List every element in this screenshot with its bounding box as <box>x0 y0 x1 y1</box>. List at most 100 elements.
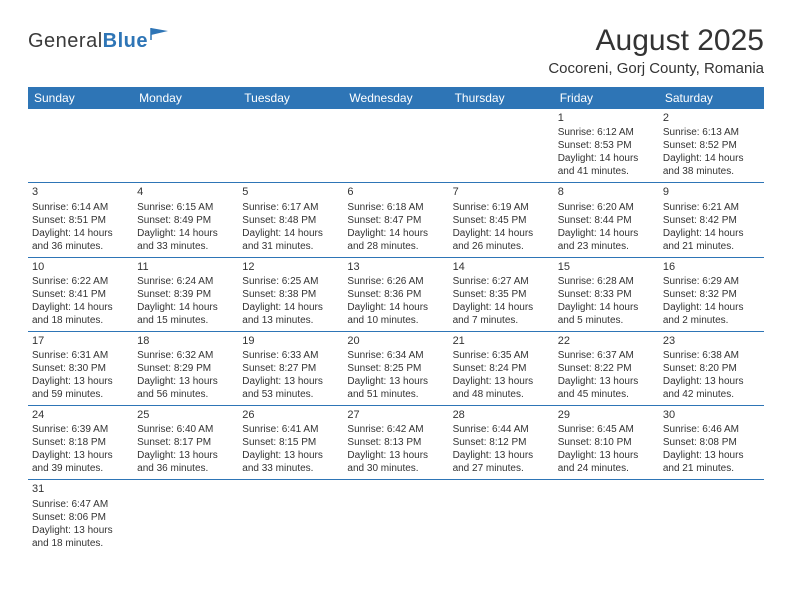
day-number: 8 <box>558 185 655 199</box>
sunrise-line: Sunrise: 6:41 AM <box>242 423 339 436</box>
daylight-line: Daylight: 13 hours and 21 minutes. <box>663 449 760 475</box>
daylight-line: Daylight: 14 hours and 7 minutes. <box>453 301 550 327</box>
calendar-cell: 9Sunrise: 6:21 AMSunset: 8:42 PMDaylight… <box>659 183 764 257</box>
calendar-cell <box>659 480 764 554</box>
flag-icon <box>150 26 172 47</box>
calendar-body: 1Sunrise: 6:12 AMSunset: 8:53 PMDaylight… <box>28 109 764 554</box>
daylight-line: Daylight: 14 hours and 10 minutes. <box>347 301 444 327</box>
day-number: 15 <box>558 260 655 274</box>
sunrise-line: Sunrise: 6:37 AM <box>558 349 655 362</box>
sunrise-line: Sunrise: 6:18 AM <box>347 201 444 214</box>
sunset-line: Sunset: 8:13 PM <box>347 436 444 449</box>
day-number: 31 <box>32 482 129 496</box>
calendar-cell <box>554 480 659 554</box>
calendar-row: 31Sunrise: 6:47 AMSunset: 8:06 PMDayligh… <box>28 480 764 554</box>
calendar-cell: 25Sunrise: 6:40 AMSunset: 8:17 PMDayligh… <box>133 406 238 480</box>
calendar-cell: 18Sunrise: 6:32 AMSunset: 8:29 PMDayligh… <box>133 331 238 405</box>
day-number: 10 <box>32 260 129 274</box>
daylight-line: Daylight: 13 hours and 56 minutes. <box>137 375 234 401</box>
calendar-cell: 31Sunrise: 6:47 AMSunset: 8:06 PMDayligh… <box>28 480 133 554</box>
sunset-line: Sunset: 8:36 PM <box>347 288 444 301</box>
sunrise-line: Sunrise: 6:25 AM <box>242 275 339 288</box>
daylight-line: Daylight: 13 hours and 53 minutes. <box>242 375 339 401</box>
sunset-line: Sunset: 8:17 PM <box>137 436 234 449</box>
day-number: 20 <box>347 334 444 348</box>
daylight-line: Daylight: 14 hours and 41 minutes. <box>558 152 655 178</box>
day-number: 3 <box>32 185 129 199</box>
calendar-cell: 8Sunrise: 6:20 AMSunset: 8:44 PMDaylight… <box>554 183 659 257</box>
day-header: Saturday <box>659 87 764 109</box>
sunset-line: Sunset: 8:52 PM <box>663 139 760 152</box>
calendar-cell <box>28 109 133 183</box>
sunset-line: Sunset: 8:53 PM <box>558 139 655 152</box>
daylight-line: Daylight: 14 hours and 36 minutes. <box>32 227 129 253</box>
day-number: 23 <box>663 334 760 348</box>
calendar-cell: 6Sunrise: 6:18 AMSunset: 8:47 PMDaylight… <box>343 183 448 257</box>
calendar-cell <box>343 480 448 554</box>
daylight-line: Daylight: 14 hours and 28 minutes. <box>347 227 444 253</box>
sunset-line: Sunset: 8:39 PM <box>137 288 234 301</box>
daylight-line: Daylight: 14 hours and 5 minutes. <box>558 301 655 327</box>
calendar-cell: 26Sunrise: 6:41 AMSunset: 8:15 PMDayligh… <box>238 406 343 480</box>
calendar-cell: 13Sunrise: 6:26 AMSunset: 8:36 PMDayligh… <box>343 257 448 331</box>
sunset-line: Sunset: 8:29 PM <box>137 362 234 375</box>
sunrise-line: Sunrise: 6:21 AM <box>663 201 760 214</box>
calendar-cell: 22Sunrise: 6:37 AMSunset: 8:22 PMDayligh… <box>554 331 659 405</box>
sunset-line: Sunset: 8:22 PM <box>558 362 655 375</box>
logo: GeneralBlue <box>28 30 172 53</box>
day-number: 17 <box>32 334 129 348</box>
calendar-cell: 28Sunrise: 6:44 AMSunset: 8:12 PMDayligh… <box>449 406 554 480</box>
sunset-line: Sunset: 8:06 PM <box>32 511 129 524</box>
sunset-line: Sunset: 8:47 PM <box>347 214 444 227</box>
day-header: Friday <box>554 87 659 109</box>
calendar-cell <box>449 480 554 554</box>
sunset-line: Sunset: 8:35 PM <box>453 288 550 301</box>
calendar-cell: 20Sunrise: 6:34 AMSunset: 8:25 PMDayligh… <box>343 331 448 405</box>
sunset-line: Sunset: 8:10 PM <box>558 436 655 449</box>
sunrise-line: Sunrise: 6:15 AM <box>137 201 234 214</box>
day-number: 12 <box>242 260 339 274</box>
calendar-cell: 23Sunrise: 6:38 AMSunset: 8:20 PMDayligh… <box>659 331 764 405</box>
day-number: 5 <box>242 185 339 199</box>
sunset-line: Sunset: 8:49 PM <box>137 214 234 227</box>
calendar-cell: 10Sunrise: 6:22 AMSunset: 8:41 PMDayligh… <box>28 257 133 331</box>
calendar-cell: 12Sunrise: 6:25 AMSunset: 8:38 PMDayligh… <box>238 257 343 331</box>
sunrise-line: Sunrise: 6:27 AM <box>453 275 550 288</box>
logo-text-1: General <box>28 30 103 52</box>
day-number: 13 <box>347 260 444 274</box>
sunset-line: Sunset: 8:24 PM <box>453 362 550 375</box>
day-number: 27 <box>347 408 444 422</box>
daylight-line: Daylight: 14 hours and 33 minutes. <box>137 227 234 253</box>
calendar-table: SundayMondayTuesdayWednesdayThursdayFrid… <box>28 87 764 554</box>
daylight-line: Daylight: 13 hours and 45 minutes. <box>558 375 655 401</box>
sunrise-line: Sunrise: 6:19 AM <box>453 201 550 214</box>
sunset-line: Sunset: 8:38 PM <box>242 288 339 301</box>
daylight-line: Daylight: 14 hours and 31 minutes. <box>242 227 339 253</box>
sunset-line: Sunset: 8:32 PM <box>663 288 760 301</box>
daylight-line: Daylight: 13 hours and 51 minutes. <box>347 375 444 401</box>
daylight-line: Daylight: 14 hours and 26 minutes. <box>453 227 550 253</box>
calendar-cell: 24Sunrise: 6:39 AMSunset: 8:18 PMDayligh… <box>28 406 133 480</box>
calendar-cell: 17Sunrise: 6:31 AMSunset: 8:30 PMDayligh… <box>28 331 133 405</box>
calendar-cell <box>133 109 238 183</box>
sunset-line: Sunset: 8:25 PM <box>347 362 444 375</box>
month-title: August 2025 <box>548 24 764 58</box>
day-number: 24 <box>32 408 129 422</box>
calendar-cell: 14Sunrise: 6:27 AMSunset: 8:35 PMDayligh… <box>449 257 554 331</box>
sunrise-line: Sunrise: 6:28 AM <box>558 275 655 288</box>
calendar-row: 3Sunrise: 6:14 AMSunset: 8:51 PMDaylight… <box>28 183 764 257</box>
day-header: Thursday <box>449 87 554 109</box>
day-number: 11 <box>137 260 234 274</box>
calendar-cell: 4Sunrise: 6:15 AMSunset: 8:49 PMDaylight… <box>133 183 238 257</box>
calendar-cell <box>133 480 238 554</box>
calendar-cell: 7Sunrise: 6:19 AMSunset: 8:45 PMDaylight… <box>449 183 554 257</box>
day-number: 30 <box>663 408 760 422</box>
sunrise-line: Sunrise: 6:47 AM <box>32 498 129 511</box>
daylight-line: Daylight: 13 hours and 27 minutes. <box>453 449 550 475</box>
daylight-line: Daylight: 13 hours and 59 minutes. <box>32 375 129 401</box>
daylight-line: Daylight: 13 hours and 33 minutes. <box>242 449 339 475</box>
sunrise-line: Sunrise: 6:31 AM <box>32 349 129 362</box>
day-header: Sunday <box>28 87 133 109</box>
day-number: 25 <box>137 408 234 422</box>
day-number: 29 <box>558 408 655 422</box>
